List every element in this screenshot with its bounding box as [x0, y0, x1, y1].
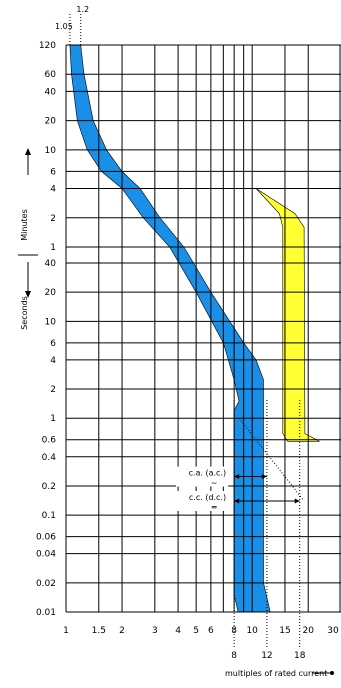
y-tick-min-8: 1 [50, 243, 56, 253]
y-tick-sec-3: 6 [50, 339, 56, 349]
y-tick-sec-0: 40 [45, 259, 57, 269]
annotation-box-0 [176, 466, 229, 487]
y-tick-sec-4: 4 [50, 356, 56, 366]
y-tick-sec-11: 0.06 [36, 533, 56, 543]
x-tick-2: 2 [119, 626, 125, 636]
labels-layer: 12060402010642140201064210.60.40.20.10.0… [18, 41, 339, 675]
y-tick-sec-10: 0.1 [42, 511, 56, 521]
annotation-label-1: c.c. (d.c.) [189, 493, 226, 502]
x-tick-0: 1 [63, 626, 69, 636]
minutes-arrow-head [25, 148, 31, 155]
y-tick-min-7: 2 [50, 214, 56, 224]
y-tick-min-5: 6 [50, 167, 56, 177]
x-tick-1: 1.5 [92, 626, 106, 636]
y-tick-sec-1: 20 [45, 288, 57, 298]
y-unit-minutes: Minutes [20, 209, 29, 241]
x-tick-11: 30 [327, 626, 339, 636]
y-tick-sec-2: 10 [45, 317, 57, 327]
bands-layer [69, 44, 320, 613]
y-tick-sec-7: 0.6 [42, 436, 57, 446]
annotation-arrow-head-r-1 [294, 498, 300, 504]
annotation-layer: 1.051.28 12 18c.a. (a.c.)~c.c. (d.c.)═ [55, 5, 306, 661]
annotation-symbol-0: ~ [211, 479, 218, 488]
diagonal-dotted-line [238, 417, 305, 502]
x-tick-5: 5 [193, 626, 199, 636]
grid-layer [65, 44, 341, 613]
annotation-arrow-head-r-0 [261, 474, 267, 480]
y-tick-min-2: 40 [45, 87, 57, 97]
y-tick-min-0: 120 [39, 41, 56, 51]
y-unit-seconds: Seconds [20, 296, 29, 330]
y-tick-min-3: 20 [45, 117, 57, 127]
annotation-box-1 [176, 490, 229, 511]
annotation-arrow-head-l-0 [234, 474, 240, 480]
y-tick-min-6: 4 [50, 185, 56, 195]
y-tick-min-1: 60 [45, 70, 57, 80]
xlabel-arrow-dot [330, 671, 334, 675]
annotation-label-0: c.a. (a.c.) [189, 469, 227, 478]
y-tick-sec-8: 0.4 [42, 453, 57, 463]
band-1 [69, 44, 271, 613]
annotation-arrow-head-l-1 [234, 498, 240, 504]
y-tick-sec-9: 0.2 [42, 482, 56, 492]
y-tick-sec-5: 2 [50, 385, 56, 395]
y-tick-sec-14: 0.01 [36, 608, 56, 618]
x-tick-9: 15 [279, 626, 290, 636]
bottom-marker-0: 8 [231, 651, 237, 661]
bottom-marker-1: 12 [261, 651, 272, 661]
y-tick-sec-12: 0.04 [36, 550, 56, 560]
top-marker-0: 1.05 [55, 22, 73, 31]
x-tick-6: 6 [208, 626, 214, 636]
x-tick-10: 20 [302, 626, 314, 636]
top-marker-1: 1.2 [76, 5, 89, 14]
y-tick-min-4: 10 [45, 146, 57, 156]
x-axis-label: multiples of rated current [225, 669, 327, 678]
x-tick-4: 4 [175, 626, 181, 636]
band-0 [255, 188, 320, 442]
x-tick-3: 3 [152, 626, 158, 636]
seconds-arrow-head [25, 291, 31, 298]
bottom-marker-2: 18 [294, 651, 306, 661]
y-tick-sec-6: 1 [50, 414, 56, 424]
y-tick-sec-13: 0.02 [36, 579, 56, 589]
x-tick-8: 10 [246, 626, 258, 636]
annotation-symbol-1: ═ [211, 503, 217, 512]
